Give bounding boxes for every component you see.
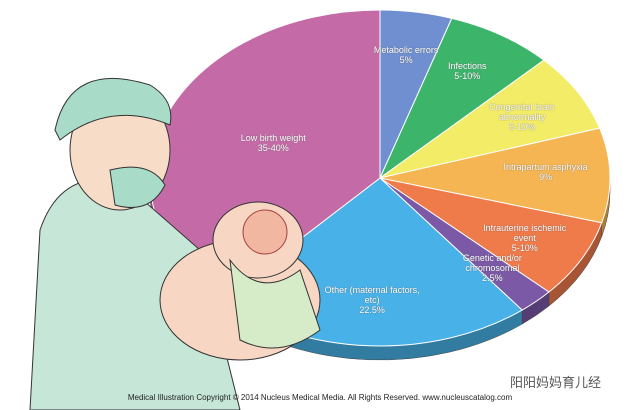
slice-label: Infections 5-10% [419,61,515,81]
pie-slice [379,177,603,293]
value-label: 35-40% [257,142,289,153]
value-label: 22.5% [359,304,385,315]
slice-label: Intrauterine ischemic event 5-10% [477,223,573,253]
doctor-illustration [29,77,321,410]
category-label: Intrauterine ischemic event [483,222,567,243]
slice-label: Congenital brain abnormality 5-10% [474,102,570,132]
pie-slice [379,127,611,224]
pie-slice [379,59,601,179]
slice-label: Genetic and/or chromosomal 2.5% [444,253,540,283]
value-label: 5% [399,54,413,65]
value-label: 2.5% [482,272,503,283]
slice-label: Metabolic errors 5% [358,45,454,65]
watermark: 阳阳妈妈育儿经 [510,375,602,390]
value-label: 5-10% [511,242,538,253]
slice-label: Other (maternal factors, etc) 22.5% [324,285,420,315]
value-label: 9% [539,172,553,183]
category-label: Intrapartum asphyxia [503,162,588,173]
category-label: Genetic and/or chromosomal [462,252,522,273]
footer: Medical Illustration Copyright © 2014 Nu… [127,393,513,402]
pie-slice [378,17,545,180]
pie [149,9,611,361]
slice-label: Low birth weight 35-40% [225,133,321,153]
category-label: Congenital brain abnormality [489,101,555,122]
category-label: Other (maternal factors, etc) [324,284,420,305]
value-label: 5-10% [454,71,481,82]
category-label: Metabolic errors [373,44,439,55]
category-label: Infections [448,61,487,72]
category-label: Low birth weight [240,132,306,143]
value-label: 5-10% [509,121,536,132]
slice-label: Intrapartum asphyxia 9% [498,162,594,182]
